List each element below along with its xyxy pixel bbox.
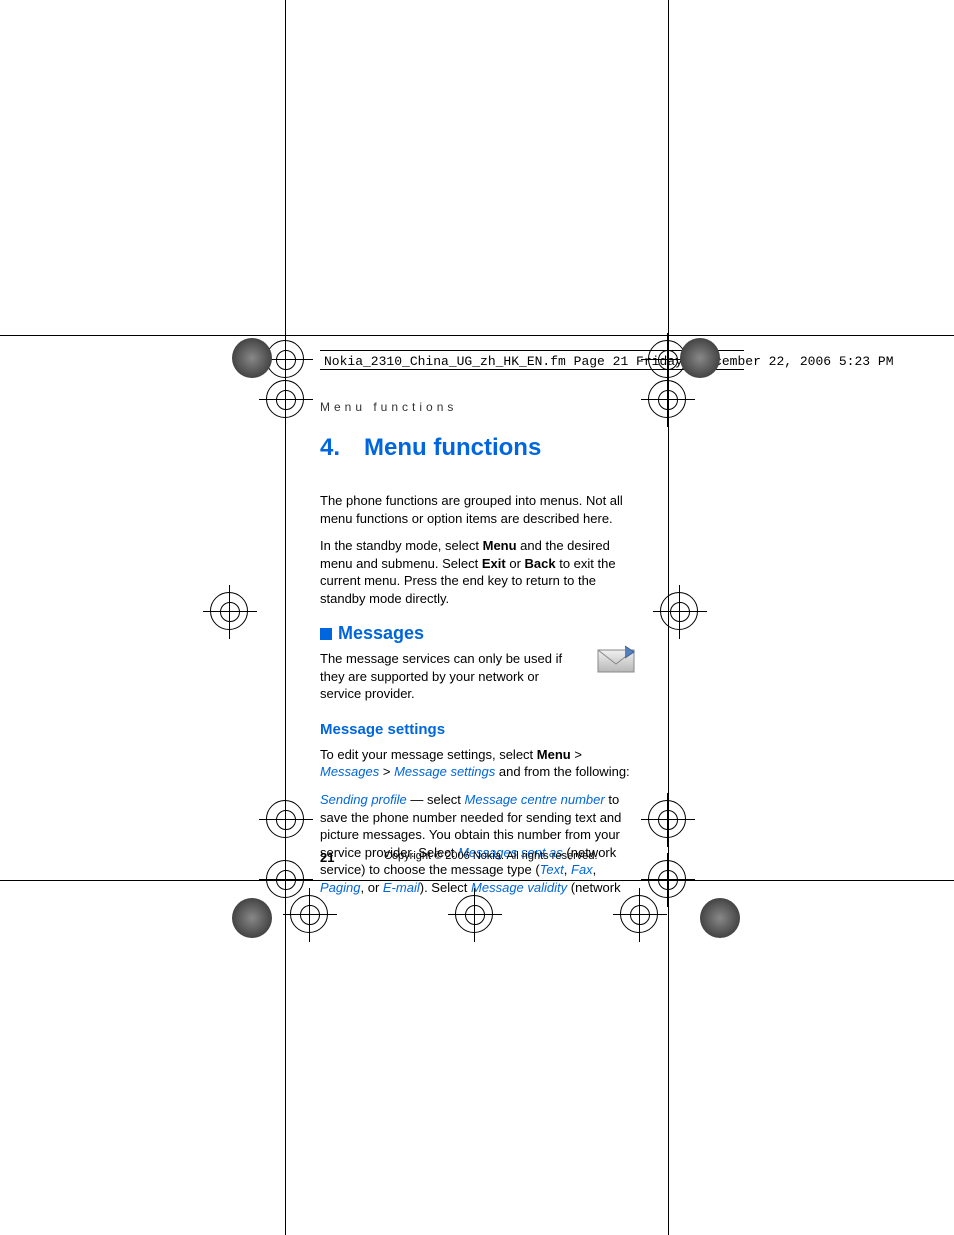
text: ). Select — [420, 880, 471, 895]
registration-mark — [266, 860, 304, 898]
chapter-title: 4.Menu functions — [320, 434, 630, 462]
link-text: Message validity — [471, 880, 567, 895]
registration-mark — [210, 592, 248, 630]
registration-mark — [648, 860, 686, 898]
registration-mark — [648, 800, 686, 838]
section-title-text: Messages — [338, 623, 424, 644]
message-settings-para-1: To edit your message settings, select Me… — [320, 746, 630, 781]
link-text: Message centre number — [465, 792, 605, 807]
intro-paragraph-2: In the standby mode, select Menu and the… — [320, 537, 630, 607]
link-text: Fax — [571, 862, 593, 877]
page-number: 21 — [320, 850, 334, 865]
color-registration-disc — [680, 338, 720, 378]
registration-mark — [648, 380, 686, 418]
messages-paragraph: The message services can only be used if… — [320, 650, 580, 703]
bold-text: Menu — [483, 538, 517, 553]
section-heading-messages: Messages — [320, 623, 630, 644]
intro-paragraph-1: The phone functions are grouped into men… — [320, 492, 630, 527]
crop-line — [285, 0, 286, 1235]
text: > — [379, 764, 394, 779]
registration-mark — [266, 380, 304, 418]
subsection-heading: Message settings — [320, 721, 630, 738]
text: — select — [407, 792, 465, 807]
text: > — [571, 747, 582, 762]
text: , — [593, 862, 597, 877]
link-text: Messages — [320, 764, 379, 779]
crop-line — [0, 335, 954, 336]
text: To edit your message settings, select — [320, 747, 537, 762]
copyright: Copyright © 2006 Nokia. All rights reser… — [384, 850, 598, 862]
color-registration-disc — [232, 898, 272, 938]
text: or — [506, 556, 525, 571]
text: and from the following: — [495, 764, 629, 779]
bold-text: Menu — [537, 747, 571, 762]
running-head: Menu functions — [320, 400, 630, 414]
color-registration-disc — [232, 338, 272, 378]
registration-mark — [660, 592, 698, 630]
chapter-number: 4. — [320, 434, 364, 462]
text: , or — [360, 880, 382, 895]
chapter-title-text: Menu functions — [364, 434, 541, 461]
color-registration-disc — [700, 898, 740, 938]
registration-mark — [266, 800, 304, 838]
link-text: Text — [540, 862, 564, 877]
link-text: Paging — [320, 880, 360, 895]
file-header: Nokia_2310_China_UG_zh_HK_EN.fm Page 21 … — [324, 354, 894, 369]
text: , — [564, 862, 571, 877]
mail-icon — [596, 644, 636, 674]
link-text: Message settings — [394, 764, 495, 779]
bold-text: Exit — [482, 556, 506, 571]
bullet-square-icon — [320, 628, 332, 640]
text: (network — [567, 880, 620, 895]
page-content: Menu functions 4.Menu functions The phon… — [320, 400, 630, 906]
link-text: Sending profile — [320, 792, 407, 807]
link-text: E-mail — [383, 880, 420, 895]
message-settings-para-2: Sending profile — select Message centre … — [320, 791, 630, 896]
text: In the standby mode, select — [320, 538, 483, 553]
bold-text: Back — [525, 556, 556, 571]
